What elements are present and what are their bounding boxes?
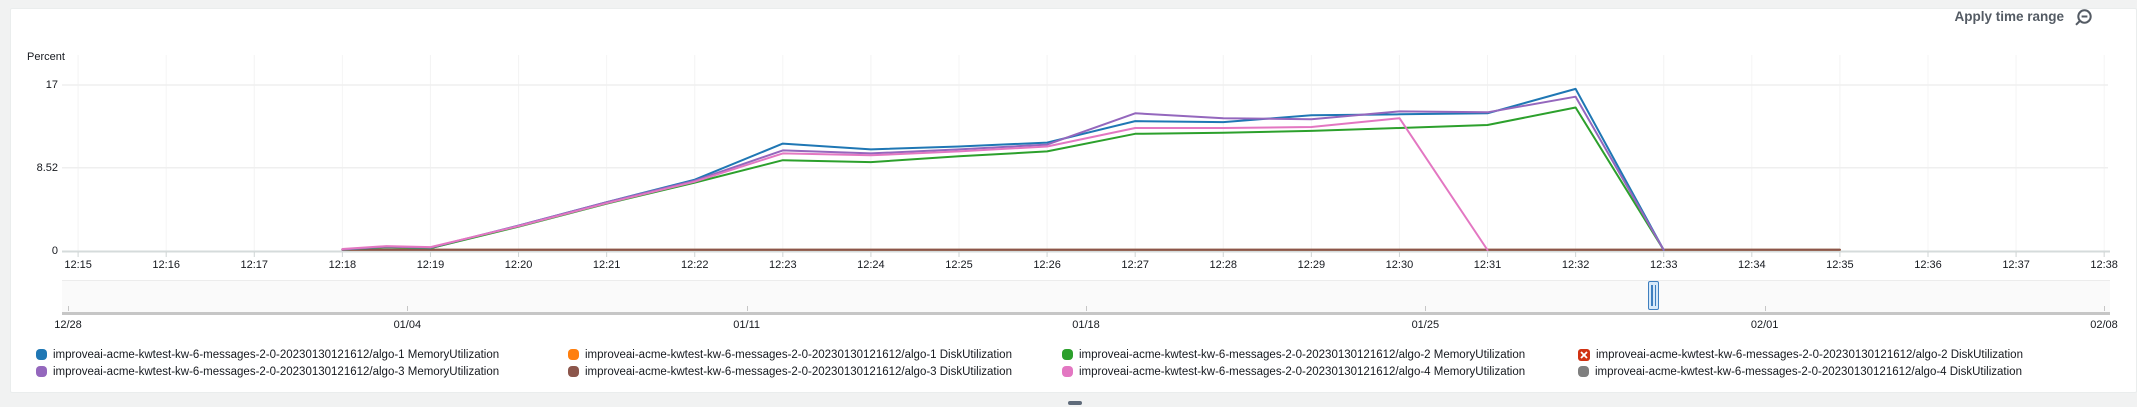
navigator-tick-mark <box>746 306 748 311</box>
x-tick-label: 12:29 <box>1297 259 1326 271</box>
zoom-out-icon[interactable] <box>2073 8 2093 28</box>
navigator-tick-mark <box>68 306 69 311</box>
series-line <box>341 117 1489 251</box>
series-line <box>341 106 1665 251</box>
navigator-tick-mark <box>1764 306 1766 311</box>
x-tick-label: 12:30 <box>1385 259 1414 271</box>
legend-item-label: improveai-acme-kwtest-kw-6-messages-2-0-… <box>1595 365 2022 378</box>
legend-item[interactable]: improveai-acme-kwtest-kw-6-messages-2-0-… <box>1062 347 1525 362</box>
x-tick-label: 12:17 <box>240 259 269 271</box>
x-tick-label: 12:35 <box>1826 259 1854 271</box>
legend-item[interactable]: improveai-acme-kwtest-kw-6-messages-2-0-… <box>1578 364 2022 379</box>
x-tick-label: 12:22 <box>680 259 709 271</box>
chart-card <box>10 8 2137 393</box>
navigator-date-label: 01/18 <box>1072 319 1100 331</box>
timeline-selection-handle[interactable] <box>1648 281 1659 310</box>
apply-time-range-button[interactable]: Apply time range <box>1954 9 2064 24</box>
legend-item-label: improveai-acme-kwtest-kw-6-messages-2-0-… <box>585 365 1012 378</box>
x-tick-label: 12:31 <box>1473 259 1502 271</box>
legend-item[interactable]: improveai-acme-kwtest-kw-6-messages-2-0-… <box>568 364 1012 379</box>
x-tick-label: 12:20 <box>504 259 533 271</box>
series-color-dot <box>568 366 579 377</box>
x-tick-label: 12:33 <box>1649 259 1678 271</box>
legend-item-label: improveai-acme-kwtest-kw-6-messages-2-0-… <box>585 348 1012 361</box>
x-tick-label: 12:19 <box>416 259 445 271</box>
x-tick-label: 12:24 <box>857 259 885 271</box>
error-x-icon <box>1578 348 1590 361</box>
navigator-tick-mark <box>2104 306 2105 311</box>
series-color-dot <box>1578 366 1589 377</box>
navigator-date-label: 02/08 <box>2090 319 2118 331</box>
navigator-date-label: 01/25 <box>1411 319 1440 331</box>
y-tick-label: 8.52 <box>36 161 58 174</box>
navigator-date-label: 02/01 <box>1750 319 1779 331</box>
navigator-tick-mark <box>1425 306 1427 311</box>
y-axis-title: Percent <box>27 51 65 63</box>
series-color-dot <box>568 349 579 360</box>
legend-item-label: improveai-acme-kwtest-kw-6-messages-2-0-… <box>1079 365 1526 378</box>
x-tick-label: 12:37 <box>2002 259 2030 271</box>
legend-item-label: improveai-acme-kwtest-kw-6-messages-2-0-… <box>53 348 500 361</box>
legend-item[interactable]: improveai-acme-kwtest-kw-6-messages-2-0-… <box>36 347 499 362</box>
legend-item[interactable]: improveai-acme-kwtest-kw-6-messages-2-0-… <box>568 347 1012 362</box>
x-tick-label: 12:21 <box>592 259 621 271</box>
x-tick-label: 12:26 <box>1033 259 1061 271</box>
series-color-dot <box>1062 349 1073 360</box>
legend-item[interactable]: improveai-acme-kwtest-kw-6-messages-2-0-… <box>36 364 499 379</box>
navigator-date-label: 01/04 <box>393 319 422 331</box>
x-tick-label: 12:15 <box>64 259 92 271</box>
y-tick-label: 0 <box>51 245 58 257</box>
legend-item[interactable]: improveai-acme-kwtest-kw-6-messages-2-0-… <box>1062 364 1525 379</box>
x-tick-label: 12:18 <box>328 259 357 271</box>
x-tick-label: 12:27 <box>1121 259 1149 271</box>
series-color-dot <box>36 349 47 360</box>
navigator-tick-mark <box>407 306 409 311</box>
x-tick-label: 12:16 <box>152 259 180 271</box>
navigator-date-label: 01/11 <box>733 319 761 331</box>
legend-item-label: improveai-acme-kwtest-kw-6-messages-2-0-… <box>1596 348 2023 361</box>
x-tick-label: 12:23 <box>769 259 797 271</box>
navigator-tick-mark <box>1086 306 1087 311</box>
x-tick-label: 12:32 <box>1561 259 1590 271</box>
handle-grip-bar <box>1651 285 1653 306</box>
x-tick-label: 12:25 <box>945 259 973 271</box>
legend-item-label: improveai-acme-kwtest-kw-6-messages-2-0-… <box>1079 348 1526 361</box>
horizontal-scrollbar-thumb[interactable] <box>1068 401 1082 405</box>
x-tick-label: 12:28 <box>1209 259 1238 271</box>
legend-item-label: improveai-acme-kwtest-kw-6-messages-2-0-… <box>53 365 500 378</box>
legend-item[interactable]: improveai-acme-kwtest-kw-6-messages-2-0-… <box>1578 347 2023 362</box>
x-tick-label: 12:36 <box>1914 259 1942 271</box>
x-tick-label: 12:34 <box>1738 259 1766 271</box>
handle-grip-bar <box>1654 285 1657 306</box>
series-line <box>341 95 1665 251</box>
y-tick-label: 17 <box>45 79 58 91</box>
series-color-dot <box>1062 366 1073 377</box>
series-color-dot <box>36 366 47 377</box>
x-tick-label: 12:38 <box>2090 259 2118 271</box>
navigator-date-label: 12/28 <box>54 319 82 331</box>
